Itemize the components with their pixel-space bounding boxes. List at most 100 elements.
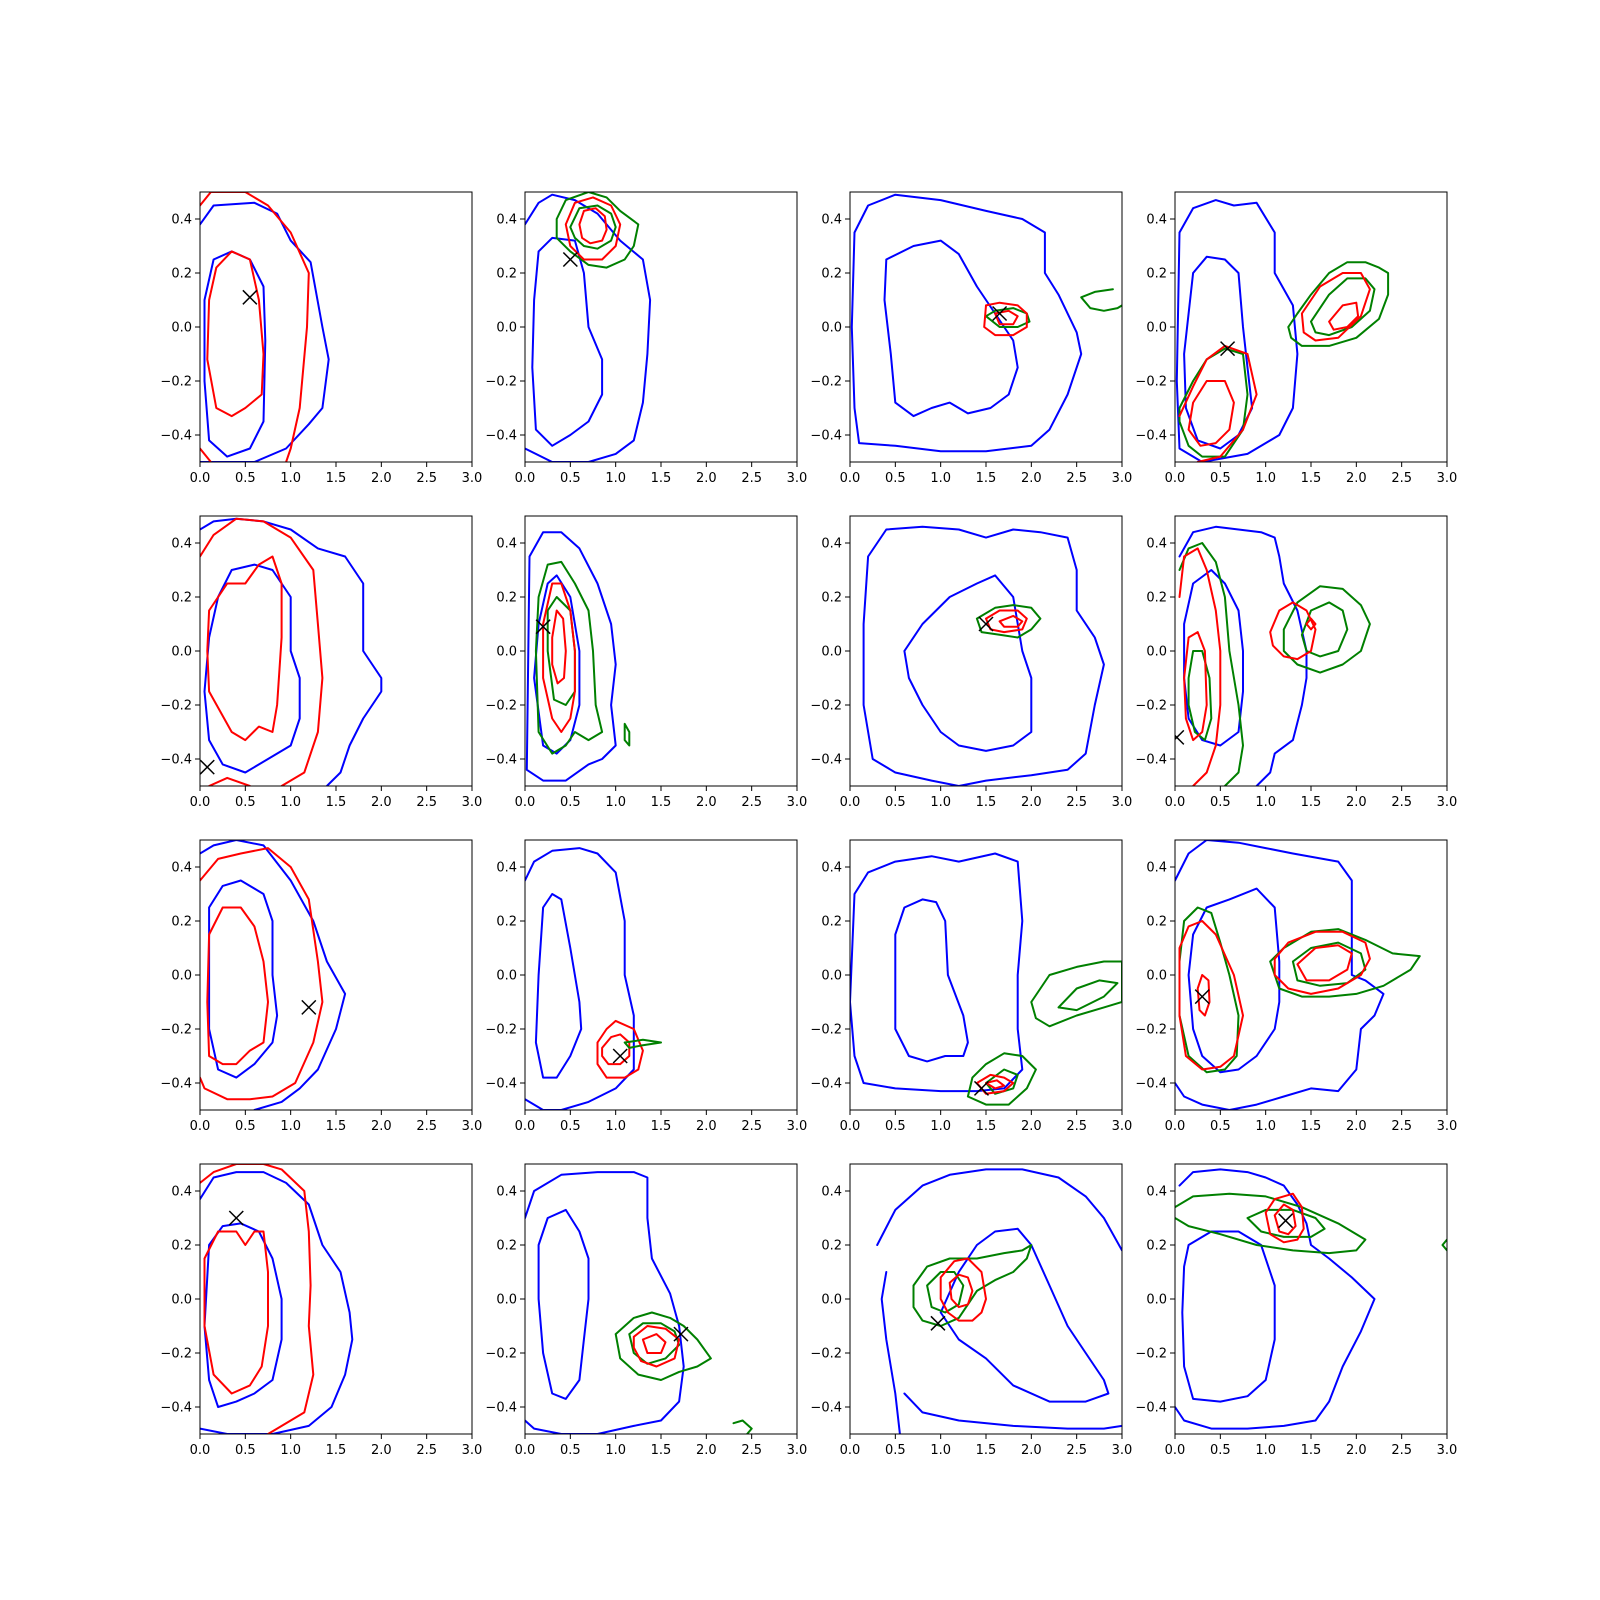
y-tick-label: 0.2 <box>821 915 842 930</box>
y-tick-label: 0.0 <box>171 645 192 660</box>
x-tick-label: 3.0 <box>462 795 483 810</box>
x-tick-label: 1.0 <box>280 1119 301 1134</box>
green-contour-4 <box>1080 288 1122 312</box>
x-tick-label: 3.0 <box>1437 1443 1458 1458</box>
x-tick-label: 2.5 <box>416 795 437 810</box>
green-contour-6 <box>1300 601 1349 658</box>
red-contour-8 <box>985 1079 1006 1090</box>
axes-frame <box>849 839 1123 1111</box>
x-tick-label: 0.5 <box>1210 1443 1231 1458</box>
green-contour-3 <box>1287 261 1390 347</box>
y-tick-label: 0.2 <box>1146 1239 1167 1254</box>
x-tick-label: 0.0 <box>1165 471 1186 486</box>
x-tick-label: 1.0 <box>930 795 951 810</box>
subplot-11: 0.0 0.5 1.0 1.5 2.0 2.5 3.0 −0.4 −0.2 0.0 0.2 0.4 <box>810 839 1132 1134</box>
plot-area <box>1175 840 1421 1110</box>
x-tick-label: 1.5 <box>651 795 672 810</box>
red-contour-8 <box>1178 344 1258 462</box>
subplot-13: 0.0 0.5 1.0 1.5 2.0 2.5 3.0 −0.4 −0.2 0.0 0.2 0.4 <box>160 1163 482 1458</box>
x-tick-label: 2.0 <box>1346 471 1367 486</box>
x-tick-label: 0.0 <box>515 795 536 810</box>
x-tick-label: 2.5 <box>741 1119 762 1134</box>
green-contour-5 <box>623 1038 662 1049</box>
x-tick-label: 1.5 <box>651 471 672 486</box>
x-tick-label: 3.0 <box>1112 471 1133 486</box>
y-tick-label: 0.2 <box>496 591 517 606</box>
y-tick-label: 0.2 <box>171 591 192 606</box>
x-tick-label: 2.5 <box>1391 471 1412 486</box>
y-tick-label: −0.4 <box>810 429 842 444</box>
x-tick-label: 1.0 <box>1255 471 1276 486</box>
subplot-9: 0.0 0.5 1.0 1.5 2.0 2.5 3.0 −0.4 −0.2 0.0 0.2 0.4 <box>160 839 482 1134</box>
x-tick-label: 2.5 <box>741 471 762 486</box>
x-tick-label: 2.0 <box>371 795 392 810</box>
y-tick-label: 0.4 <box>171 861 192 876</box>
y-tick-label: 0.2 <box>171 915 192 930</box>
plot-area <box>200 840 347 1110</box>
x-tick-label: 0.0 <box>515 471 536 486</box>
x-tick-label: 2.0 <box>1021 471 1042 486</box>
red-contour-7 <box>641 1333 667 1354</box>
y-tick-label: 0.2 <box>1146 591 1167 606</box>
x-tick-label: 2.0 <box>1346 1119 1367 1134</box>
y-tick-label: −0.2 <box>160 375 192 390</box>
blue-contour-1 <box>200 840 347 1110</box>
green-contour-5 <box>732 1419 753 1434</box>
x-tick-label: 2.0 <box>696 1443 717 1458</box>
blue-contour-2 <box>1181 1230 1276 1403</box>
y-tick-label: −0.2 <box>810 375 842 390</box>
x-tick-label: 2.0 <box>371 1443 392 1458</box>
blue-contour-1 <box>862 525 1105 786</box>
marker-x <box>1278 1213 1294 1229</box>
y-tick-label: 0.2 <box>821 1239 842 1254</box>
y-tick-label: −0.2 <box>485 1347 517 1362</box>
y-tick-label: 0.4 <box>171 1185 192 1200</box>
axes-frame <box>849 515 1123 787</box>
y-tick-label: 0.4 <box>821 1185 842 1200</box>
y-tick-label: 0.0 <box>1146 1293 1167 1308</box>
x-tick-label: 3.0 <box>1437 1119 1458 1134</box>
y-tick-label: 0.0 <box>171 321 192 336</box>
green-contour-4 <box>1310 277 1376 337</box>
y-tick-label: −0.2 <box>1135 375 1167 390</box>
x-tick-label: 1.0 <box>605 795 626 810</box>
plot-area <box>1175 199 1390 462</box>
blue-contour-1 <box>1175 199 1299 462</box>
red-contour-5 <box>998 614 1024 628</box>
y-tick-label: −0.4 <box>160 753 192 768</box>
y-tick-label: 0.4 <box>496 861 517 876</box>
x-tick-label: 2.0 <box>696 795 717 810</box>
green-contour-3 <box>985 307 1031 328</box>
subplot-14: 0.0 0.5 1.0 1.5 2.0 2.5 3.0 −0.4 −0.2 0.0 0.2 0.4 <box>485 1163 807 1458</box>
red-contour-7 <box>1196 974 1211 1017</box>
x-tick-label: 0.0 <box>515 1119 536 1134</box>
y-tick-label: 0.4 <box>1146 537 1167 552</box>
blue-contour-2 <box>894 898 969 1063</box>
red-contour-7 <box>1178 547 1222 786</box>
marker-x <box>673 1326 689 1342</box>
blue-contour-2 <box>531 236 604 447</box>
red-contour-4 <box>206 906 269 1066</box>
blue-contour-1 <box>525 1171 685 1434</box>
marker-x <box>978 616 994 632</box>
red-contour-4 <box>601 1033 631 1066</box>
y-tick-label: −0.2 <box>1135 699 1167 714</box>
x-tick-label: 3.0 <box>1437 471 1458 486</box>
marker-x <box>301 999 317 1015</box>
plot-area <box>200 192 330 462</box>
x-tick-label: 0.0 <box>1165 1119 1186 1134</box>
x-tick-label: 2.0 <box>1346 795 1367 810</box>
blue-contour-2 <box>533 574 581 755</box>
subplot-7: 0.0 0.5 1.0 1.5 2.0 2.5 3.0 −0.4 −0.2 0.0 0.2 0.4 <box>810 515 1132 810</box>
y-tick-label: −0.2 <box>485 699 517 714</box>
green-contour-3 <box>614 1311 712 1381</box>
y-tick-label: −0.2 <box>810 1347 842 1362</box>
x-tick-label: 1.0 <box>280 1443 301 1458</box>
x-tick-label: 2.5 <box>1066 1119 1087 1134</box>
y-tick-label: 0.4 <box>496 537 517 552</box>
x-tick-label: 2.5 <box>416 1119 437 1134</box>
x-tick-label: 2.5 <box>1066 795 1087 810</box>
red-contour-6 <box>1300 272 1371 342</box>
x-tick-label: 2.0 <box>371 1119 392 1134</box>
y-tick-label: 0.0 <box>1146 969 1167 984</box>
